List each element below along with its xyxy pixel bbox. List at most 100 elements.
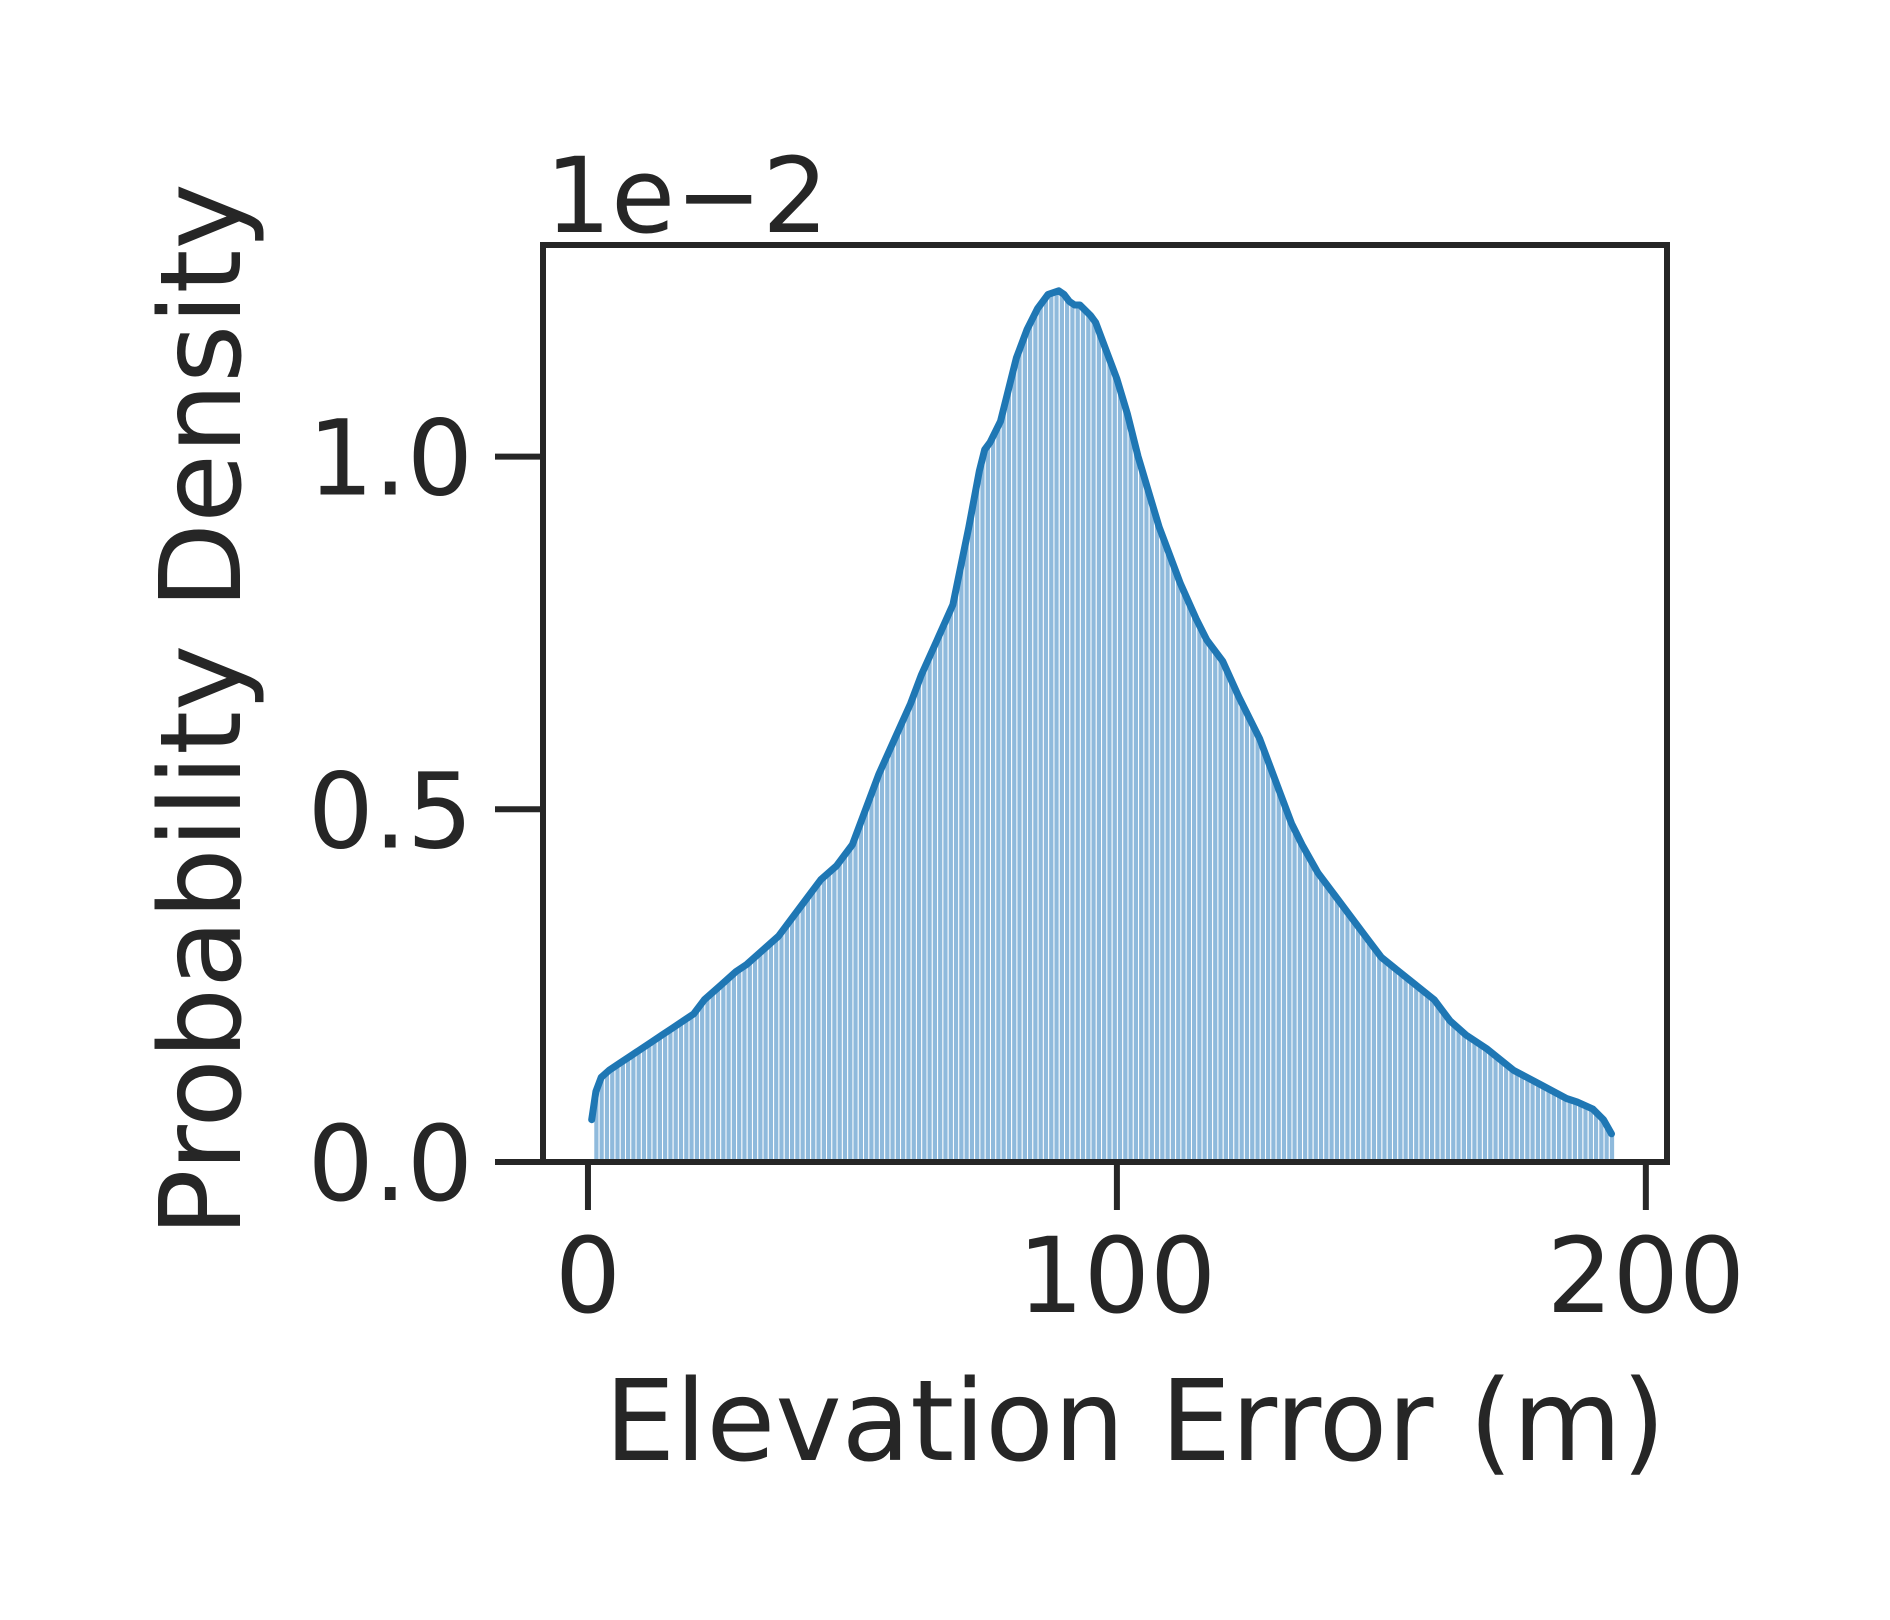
histogram-bar: [725, 977, 732, 1163]
histogram-bar: [688, 1014, 695, 1163]
histogram-bar: [1518, 1074, 1526, 1163]
histogram-bar: [1524, 1077, 1531, 1163]
histogram-bar: [915, 680, 923, 1163]
histogram-bar: [1455, 1027, 1462, 1163]
histogram-bar: [810, 889, 817, 1163]
kde-curve: [588, 287, 1615, 1138]
x-tick-label: 100: [1018, 1215, 1217, 1337]
histogram-bar: [1381, 959, 1388, 1163]
histogram-bar: [1005, 386, 1013, 1163]
histogram-bar: [609, 1067, 616, 1163]
histogram-bar: [714, 987, 722, 1163]
histogram-bar: [1095, 330, 1103, 1163]
histogram-bar: [937, 632, 944, 1163]
histogram-bar: [952, 588, 960, 1163]
histogram-bar: [1555, 1094, 1563, 1163]
histogram-bar: [1286, 817, 1293, 1163]
histogram-bar: [1328, 890, 1335, 1163]
histogram-bar: [1011, 365, 1018, 1163]
histogram-bar: [878, 766, 886, 1163]
histogram-bar: [1116, 389, 1124, 1163]
histogram-bar: [1037, 303, 1044, 1163]
histogram-bar: [900, 719, 907, 1163]
histogram-bar: [1228, 679, 1235, 1163]
histogram-bar: [1238, 702, 1245, 1163]
histogram-bar: [1291, 829, 1298, 1163]
histogram-bar: [1571, 1100, 1579, 1163]
histogram-bar: [799, 903, 806, 1163]
histogram-bar: [1254, 734, 1261, 1163]
histogram-bar: [736, 968, 743, 1163]
histogram-bar: [1566, 1099, 1573, 1163]
histogram-bar: [619, 1060, 627, 1163]
histogram-bar: [1413, 984, 1420, 1163]
histogram-bar: [1370, 947, 1378, 1163]
histogram-bar: [704, 996, 711, 1163]
histogram-bar: [1058, 292, 1066, 1163]
histogram-bar: [1138, 466, 1145, 1163]
histogram-bar: [1196, 624, 1203, 1163]
histogram-bar: [1180, 590, 1187, 1163]
histogram-bar: [614, 1064, 621, 1163]
histogram-bar: [1106, 358, 1113, 1163]
histogram-bar: [1090, 319, 1097, 1163]
histogram-bar: [683, 1018, 690, 1163]
histogram-bar: [1307, 859, 1314, 1163]
histogram-bar: [905, 707, 912, 1163]
histogram-bar: [1608, 1133, 1616, 1163]
histogram-bar: [656, 1035, 664, 1163]
y-axis-ticks: 0.0 0.5 1.0: [308, 398, 543, 1225]
histogram-bar: [1064, 298, 1071, 1163]
histogram-bar: [630, 1053, 637, 1163]
histogram-bar: [968, 509, 976, 1163]
histogram-bar: [1016, 348, 1023, 1163]
histogram-bar: [1270, 774, 1277, 1163]
histogram-bar: [1222, 667, 1230, 1163]
histogram-bar: [1027, 322, 1034, 1163]
y-axis-label: Probability Density: [137, 183, 267, 1236]
histogram-bar: [667, 1028, 674, 1163]
histogram-bar: [762, 947, 769, 1163]
histogram-bar: [974, 481, 981, 1163]
histogram-bar: [1444, 1017, 1452, 1163]
histogram-bar: [1434, 1003, 1441, 1163]
histogram-bar: [1339, 904, 1346, 1163]
histogram-bar: [1450, 1023, 1457, 1163]
histogram-bar: [1074, 304, 1081, 1163]
histogram-bar: [1418, 989, 1425, 1163]
histogram-bar: [1296, 839, 1304, 1163]
histogram-bar: [1365, 940, 1372, 1163]
histogram-bar: [746, 961, 753, 1163]
y-offset-label: 1e−2: [545, 135, 828, 257]
histogram-bar: [767, 942, 775, 1163]
histogram-bar: [1042, 296, 1050, 1163]
histogram-bar: [1122, 406, 1129, 1163]
histogram-bar: [1159, 535, 1166, 1163]
histogram-bar: [1249, 723, 1256, 1163]
histogram-bar: [1592, 1111, 1600, 1163]
histogram-bar: [640, 1046, 648, 1163]
histogram-bar: [1407, 980, 1415, 1163]
histogram-bar: [794, 910, 801, 1163]
histogram-bar: [1127, 426, 1134, 1163]
histogram-bar: [1185, 601, 1192, 1163]
histogram-bar: [1402, 976, 1409, 1163]
histogram-bar: [1212, 650, 1219, 1163]
histogram-bar: [625, 1057, 632, 1163]
histogram-bar: [1354, 925, 1362, 1163]
histogram-bar: [1561, 1096, 1568, 1163]
histogram-bar: [926, 655, 933, 1163]
histogram-bar: [1391, 967, 1399, 1163]
histogram-bar: [1275, 789, 1282, 1163]
histogram-bar: [1386, 963, 1393, 1163]
x-axis-ticks: 0 100 200: [555, 1162, 1745, 1337]
histogram-bar: [1460, 1032, 1468, 1163]
histogram-bar: [699, 1002, 706, 1163]
histogram-bar: [1376, 954, 1383, 1163]
histogram-bar: [1492, 1055, 1499, 1163]
x-tick-label: 200: [1547, 1215, 1746, 1337]
histogram-bar: [820, 876, 828, 1163]
histogram-bar: [1079, 307, 1087, 1163]
histogram-bar: [963, 536, 970, 1163]
